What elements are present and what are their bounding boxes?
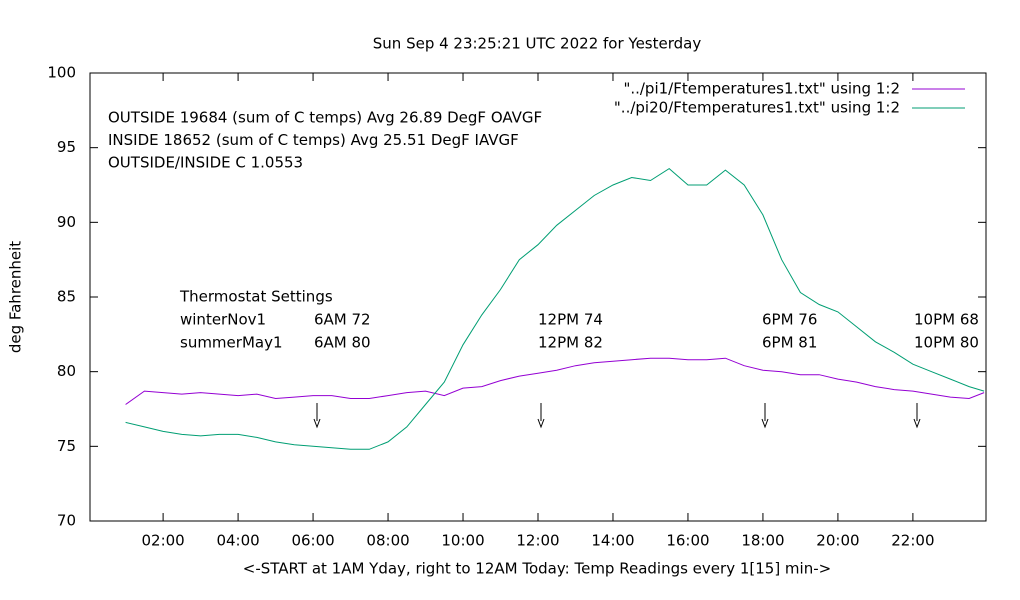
x-tick-label: 08:00 [366,532,409,550]
x-tick-label: 10:00 [441,532,484,550]
arrow [537,403,545,429]
thermostat-cell: 6AM 80 [314,334,371,352]
x-axis-label: <-START at 1AM Yday, right to 12AM Today… [243,560,831,578]
x-tick-label: 12:00 [516,532,559,550]
x-tick-label: 22:00 [891,532,934,550]
y-tick-label: 90 [57,213,76,231]
annotation: OUTSIDE/INSIDE C 1.0553 [108,154,303,172]
x-tick-label: 14:00 [591,532,634,550]
y-axis-label: deg Fahrenheit [7,241,25,353]
thermostat-cell: 6PM 76 [762,311,817,329]
legend-label: "../pi1/Ftemperatures1.txt" using 1:2 [623,80,900,98]
x-tick-label: 02:00 [141,532,184,550]
thermostat-cell: 12PM 82 [538,334,603,352]
x-tick-label: 16:00 [666,532,709,550]
series-line [125,357,985,405]
annotation: INSIDE 18652 (sum of C temps) Avg 25.51 … [108,131,519,149]
thermostat-cell: 10PM 68 [914,311,979,329]
y-tick-label: 100 [47,64,76,82]
y-tick-label: 95 [57,138,76,156]
thermostat-cell: 6PM 81 [762,334,817,352]
y-tick-label: 80 [57,362,76,380]
arrows [313,403,921,429]
y-tick-label: 75 [57,437,76,455]
x-tick-label: 18:00 [741,532,784,550]
arrow [913,403,921,429]
arrow [761,403,769,429]
y-tick-label: 85 [57,288,76,306]
chart-title: Sun Sep 4 23:25:21 UTC 2022 for Yesterda… [373,35,702,53]
x-tick-label: 20:00 [816,532,859,550]
thermostat-title: Thermostat Settings [179,288,333,306]
x-tick-label: 06:00 [291,532,334,550]
y-tick-label: 70 [57,512,76,530]
annotation: OUTSIDE 19684 (sum of C temps) Avg 26.89… [108,109,542,127]
thermostat-cell: summerMay1 [180,334,283,352]
x-tick-label: 04:00 [216,532,259,550]
series-line [125,167,985,450]
legend-label: "../pi20/Ftemperatures1.txt" using 1:2 [614,99,900,117]
thermostat-cell: 10PM 80 [914,334,979,352]
thermostat-cell: 12PM 74 [538,311,603,329]
arrow [313,403,321,429]
thermostat-cell: 6AM 72 [314,311,371,329]
thermostat-cell: winterNov1 [180,311,266,329]
